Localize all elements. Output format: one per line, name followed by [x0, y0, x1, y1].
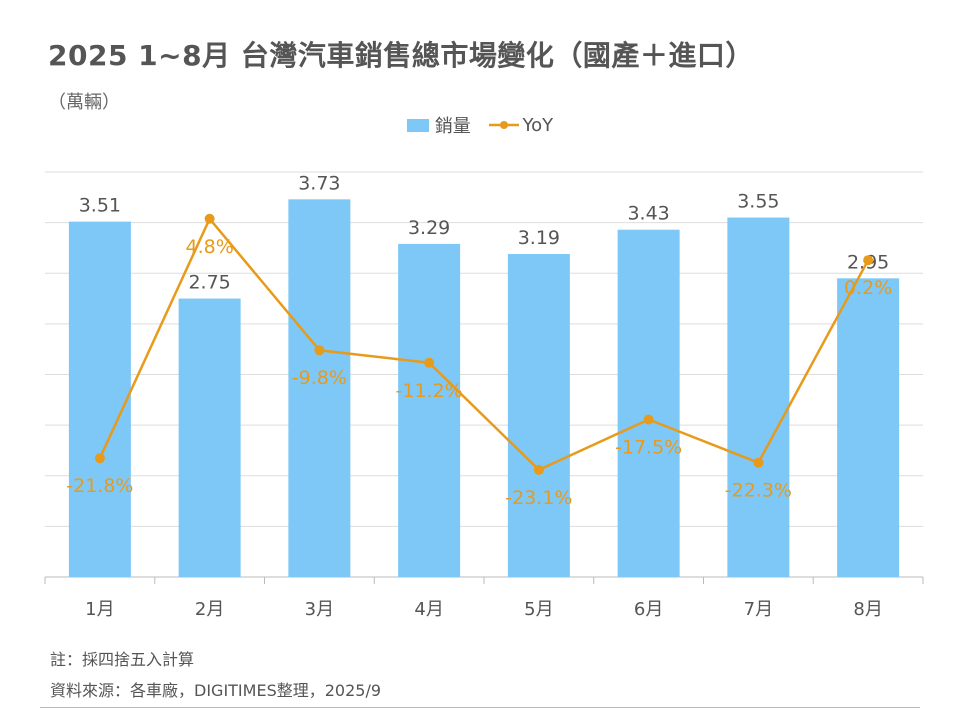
bar-5: [507, 254, 570, 577]
yoy-value-label: -17.5%: [615, 437, 682, 459]
yoy-value-label: -21.8%: [66, 475, 133, 497]
x-tick-label: 7月: [744, 599, 773, 620]
yoy-value-label: -22.3%: [725, 480, 792, 502]
yoy-value-label: -9.8%: [292, 367, 347, 389]
legend-item-line: YoY: [488, 114, 554, 136]
x-tick-label: 6月: [634, 599, 663, 620]
legend-item-bar: 銷量: [406, 112, 471, 138]
bar-2: [178, 298, 241, 577]
bar-value-label: 2.75: [188, 272, 230, 294]
yoy-value-label: -11.2%: [396, 380, 463, 402]
legend-bar-swatch: [406, 118, 429, 132]
x-tick-label: 2月: [195, 599, 224, 620]
yoy-point-1: [94, 453, 105, 464]
yoy-point-4: [424, 357, 435, 368]
bar-value-label: 3.73: [298, 172, 340, 194]
bar-value-label: 3.55: [737, 191, 779, 213]
rounding-note: 註：採四捨五入計算: [50, 650, 195, 669]
bar-value-label: 3.29: [408, 217, 450, 239]
bar-7: [727, 217, 790, 577]
legend-bar-label: 銷量: [434, 116, 471, 137]
bar-value-label: 3.51: [79, 195, 121, 217]
chart-title: 2025 1~8月 台灣汽車銷售總市場變化（國產＋進口）: [48, 39, 754, 72]
x-tick-label: 5月: [524, 599, 553, 620]
yoy-point-6: [643, 414, 654, 425]
bar-value-label: 3.19: [518, 227, 560, 249]
x-tick-label: 8月: [853, 599, 882, 620]
yoy-line: [98, 217, 870, 472]
yoy-point-5: [533, 464, 544, 475]
bar-3: [288, 199, 351, 577]
legend-line-label: YoY: [522, 114, 554, 136]
legend: 銷量 YoY: [0, 112, 960, 138]
yoy-point-8: [863, 255, 874, 266]
unit-label: （萬輛）: [48, 92, 120, 113]
yoy-value-label: -23.1%: [505, 487, 572, 509]
legend-line-swatch: [488, 121, 519, 129]
yoy-point-7: [753, 457, 764, 468]
source-note: 資料來源：各車廠，DIGITIMES整理，2025/9: [50, 681, 382, 700]
bar-4: [398, 243, 461, 577]
yoy-value-label: 4.8%: [185, 236, 233, 258]
yoy-value-label: 0.2%: [844, 277, 892, 299]
bar-6: [617, 229, 680, 577]
x-tick-label: 1月: [85, 599, 114, 620]
bar-8: [837, 278, 900, 577]
x-tick-label: 4月: [414, 599, 443, 620]
yoy-point-2: [204, 213, 215, 224]
x-tick-label: 3月: [305, 599, 334, 620]
bottom-divider: [40, 707, 920, 708]
bar-value-label: 3.43: [627, 203, 669, 225]
bar-1: [68, 221, 131, 578]
yoy-point-3: [314, 345, 325, 356]
